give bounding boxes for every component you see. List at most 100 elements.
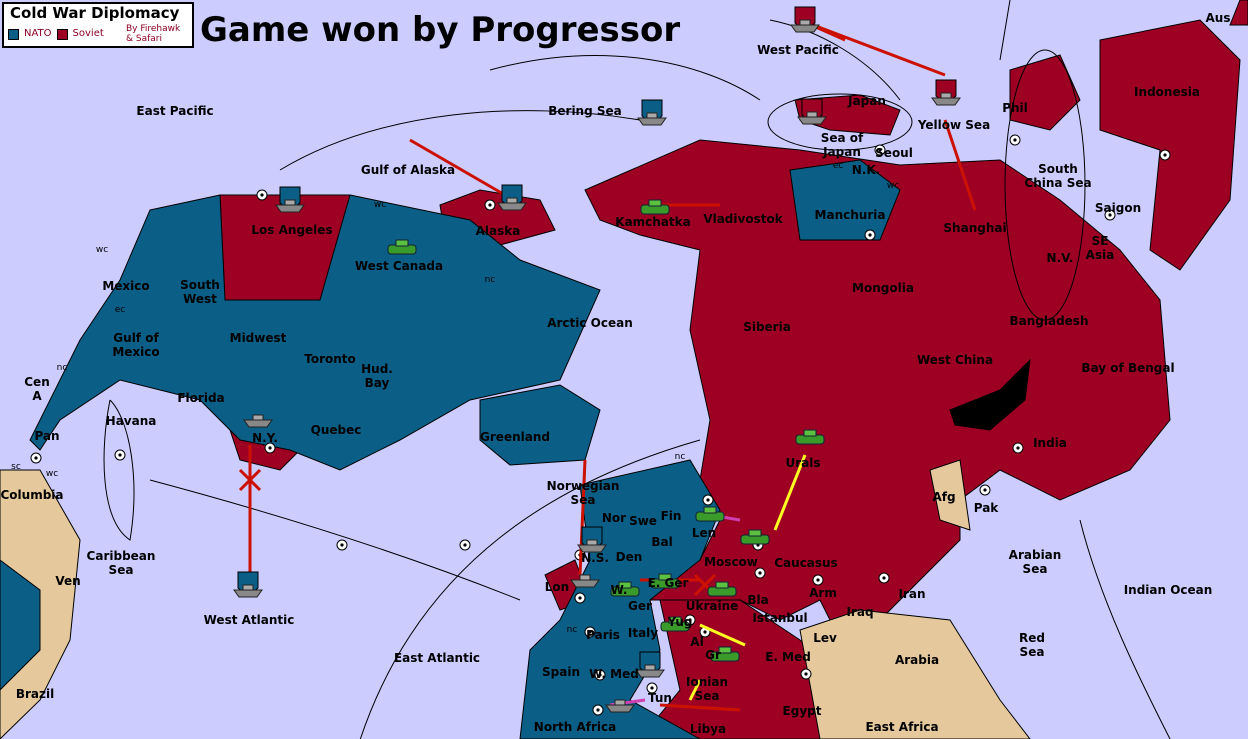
region-label[interactable]: Arabia <box>894 653 940 667</box>
region-label[interactable]: Gulf of Mexico <box>112 331 160 359</box>
region-label[interactable]: E. Ger <box>647 576 689 590</box>
region-label[interactable]: Moscow <box>704 555 758 569</box>
region-label[interactable]: Lon <box>544 580 570 594</box>
region-label[interactable]: Gr <box>705 648 721 662</box>
region-label[interactable]: Arm <box>809 586 837 600</box>
region-label[interactable]: Hud. Bay <box>361 362 393 390</box>
region-label[interactable]: Len <box>691 526 717 540</box>
region-label[interactable]: India <box>1033 436 1067 450</box>
region-label[interactable]: Bangladesh <box>1009 314 1089 328</box>
region-label[interactable]: Florida <box>177 391 225 405</box>
region-label[interactable]: Gulf of Alaska <box>360 163 456 177</box>
soviet-swatch <box>56 28 68 40</box>
region-label[interactable]: Arabian Sea <box>1008 548 1062 576</box>
region-label[interactable]: N.V. <box>1046 251 1074 265</box>
region-label[interactable]: West China <box>916 353 994 367</box>
region-label[interactable]: Iran <box>898 587 926 601</box>
region-label[interactable]: Urals <box>785 456 821 470</box>
region-label[interactable]: North Africa <box>533 720 617 734</box>
region-label[interactable]: Lev <box>813 631 837 645</box>
region-label[interactable]: Los Angeles <box>251 223 333 237</box>
region-label[interactable]: East Pacific <box>136 104 214 118</box>
region-label[interactable]: Siberia <box>743 320 791 334</box>
region-label[interactable]: W. Med <box>589 667 639 681</box>
japan-sea-outline <box>767 93 913 151</box>
region-label[interactable]: Shanghai <box>943 221 1007 235</box>
region-label[interactable]: Italy <box>627 626 659 640</box>
region-label[interactable]: Greenland <box>480 430 550 444</box>
region-label[interactable]: Bay of Bengal <box>1081 361 1175 375</box>
region-label[interactable]: Iraq <box>846 605 874 619</box>
region-label[interactable]: Cen A <box>24 375 50 403</box>
phil-sea-outline <box>1004 49 1086 321</box>
region-label[interactable]: E. Med <box>765 650 811 664</box>
region-label[interactable]: Ionian Sea <box>685 675 729 703</box>
region-label[interactable]: Fin <box>660 509 682 523</box>
region-label[interactable]: West Atlantic <box>203 613 295 627</box>
region-label[interactable]: N.Y. <box>252 431 278 445</box>
region-label[interactable]: Midwest <box>229 331 287 345</box>
region-label[interactable]: Phil <box>1002 101 1028 115</box>
region-label[interactable]: SE Asia <box>1085 234 1115 262</box>
region-label[interactable]: West Canada <box>354 259 444 273</box>
region-label[interactable]: East Africa <box>865 720 939 734</box>
region-label[interactable]: Istanbul <box>752 611 808 625</box>
region-label[interactable]: Columbia <box>0 488 64 502</box>
supply-center-dot <box>882 576 886 580</box>
region-label[interactable]: East Atlantic <box>393 651 481 665</box>
fleet-ship-icon <box>797 116 827 125</box>
region-label[interactable]: Seoul <box>875 146 913 160</box>
region-label[interactable]: Bla <box>747 593 769 607</box>
region-label[interactable]: N.K. <box>851 163 881 177</box>
region-label[interactable]: Saigon <box>1094 201 1142 215</box>
region-label[interactable]: Vladivostok <box>703 212 783 226</box>
region-label[interactable]: Indian Ocean <box>1123 583 1213 597</box>
region-label[interactable]: Sea of Japan <box>820 131 864 159</box>
region-label[interactable]: Indonesia <box>1134 85 1200 99</box>
soviet-phil <box>1009 54 1081 131</box>
region-label[interactable]: Red Sea <box>1019 631 1045 659</box>
region-label[interactable]: Japan <box>848 94 886 108</box>
region-label[interactable]: Yug <box>667 615 693 629</box>
region-label[interactable]: Spain <box>542 665 580 679</box>
region-label[interactable]: Caucasus <box>774 556 838 570</box>
region-label[interactable]: Paris <box>586 628 620 642</box>
region-label[interactable]: Bering Sea <box>548 104 622 118</box>
region-label[interactable]: Kamchatka <box>615 215 691 229</box>
fleet-ship-icon <box>233 589 263 598</box>
order-arrow <box>409 138 506 197</box>
region-label[interactable]: Havana <box>105 414 157 428</box>
region-label[interactable]: Manchuria <box>814 208 886 222</box>
region-label[interactable]: Pak <box>973 501 999 515</box>
region-label[interactable]: Al <box>690 635 704 649</box>
region-label[interactable]: Norwegian Sea <box>546 479 620 507</box>
region-label[interactable]: Ven <box>55 574 81 588</box>
region-label[interactable]: Afg <box>932 490 956 504</box>
region-label[interactable]: Ger <box>628 599 652 613</box>
region-label[interactable]: South West <box>180 278 220 306</box>
region-label[interactable]: Den <box>615 550 643 564</box>
region-label[interactable]: South China Sea <box>1024 162 1092 190</box>
region-label[interactable]: Ukraine <box>685 599 739 613</box>
region-label[interactable]: Pan <box>34 429 60 443</box>
region-label[interactable]: Arctic Ocean <box>547 316 633 330</box>
region-label[interactable]: Yellow Sea <box>917 118 991 132</box>
region-label[interactable]: N.S. <box>581 551 609 565</box>
region-label[interactable]: Toronto <box>304 352 356 366</box>
region-label[interactable]: Tun <box>648 691 672 705</box>
region-label[interactable]: Caribbean Sea <box>86 549 156 577</box>
region-label[interactable]: Aus <box>1205 11 1231 25</box>
region-label[interactable]: Libya <box>689 722 727 736</box>
region-label[interactable]: Mongolia <box>852 281 914 295</box>
region-label[interactable]: West Pacific <box>757 43 839 57</box>
region-label[interactable]: Alaska <box>475 224 521 238</box>
region-label[interactable]: W. <box>610 583 628 597</box>
region-label[interactable]: Egypt <box>782 704 822 718</box>
region-label[interactable]: Bal <box>651 535 673 549</box>
region-label[interactable]: Brazil <box>15 687 55 701</box>
region-label[interactable]: Swe <box>629 514 657 528</box>
region-label[interactable]: Quebec <box>310 423 362 437</box>
region-label[interactable]: Mexico <box>102 279 150 293</box>
region-label[interactable]: Nor <box>601 511 627 525</box>
